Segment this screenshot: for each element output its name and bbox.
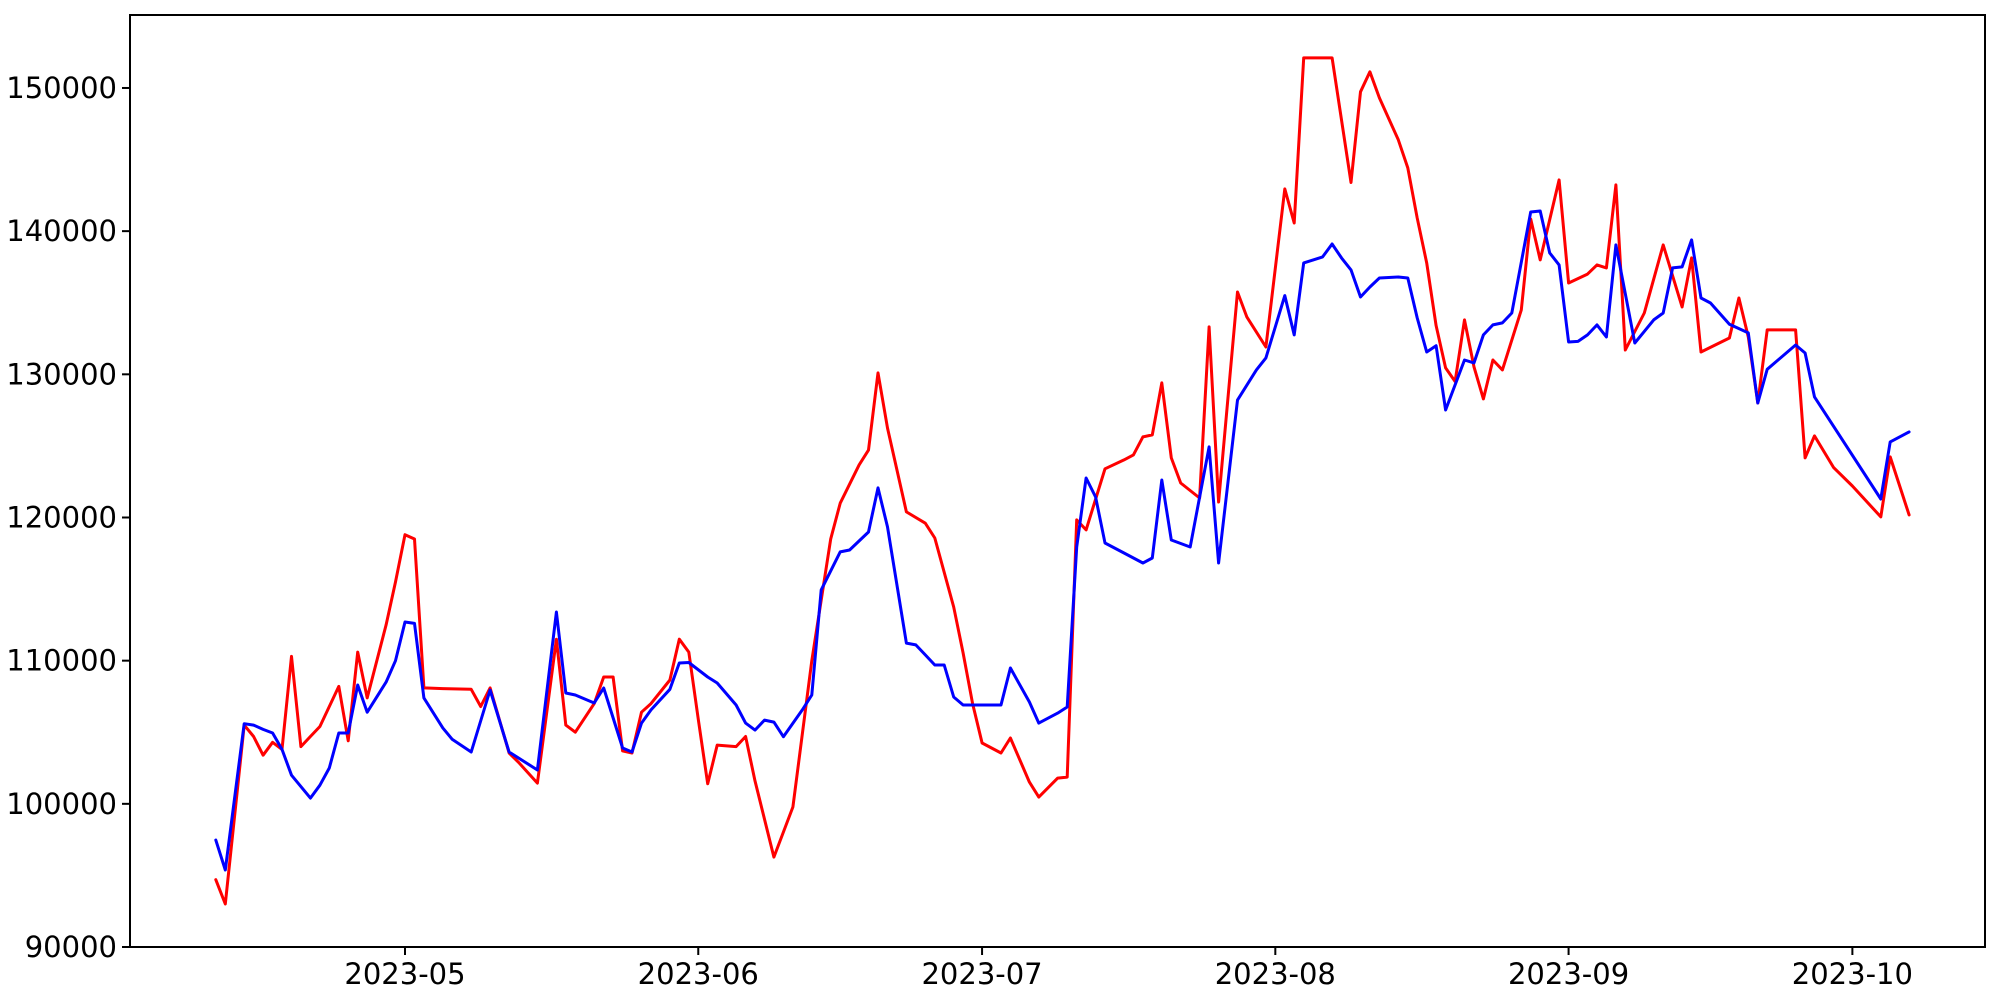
y-tick-label: 90000 xyxy=(25,930,117,964)
blue-series-line xyxy=(214,209,1911,872)
y-tick-label: 140000 xyxy=(6,214,117,248)
y-tick-label: 120000 xyxy=(6,500,117,534)
y-tick-label: 130000 xyxy=(6,357,117,391)
y-tick-label: 150000 xyxy=(6,71,117,105)
x-tick-label: 2023-09 xyxy=(1508,957,1629,991)
y-tick-label: 100000 xyxy=(6,787,117,821)
x-tick-label: 2023-06 xyxy=(638,957,759,991)
x-tick-label: 2023-05 xyxy=(344,957,465,991)
axes-frame xyxy=(129,14,1986,948)
x-tick-label: 2023-10 xyxy=(1792,957,1913,991)
red-series-line xyxy=(214,56,1911,906)
x-tick-label: 2023-07 xyxy=(921,957,1042,991)
x-tick-label: 2023-08 xyxy=(1215,957,1336,991)
y-tick-label: 110000 xyxy=(6,644,117,678)
